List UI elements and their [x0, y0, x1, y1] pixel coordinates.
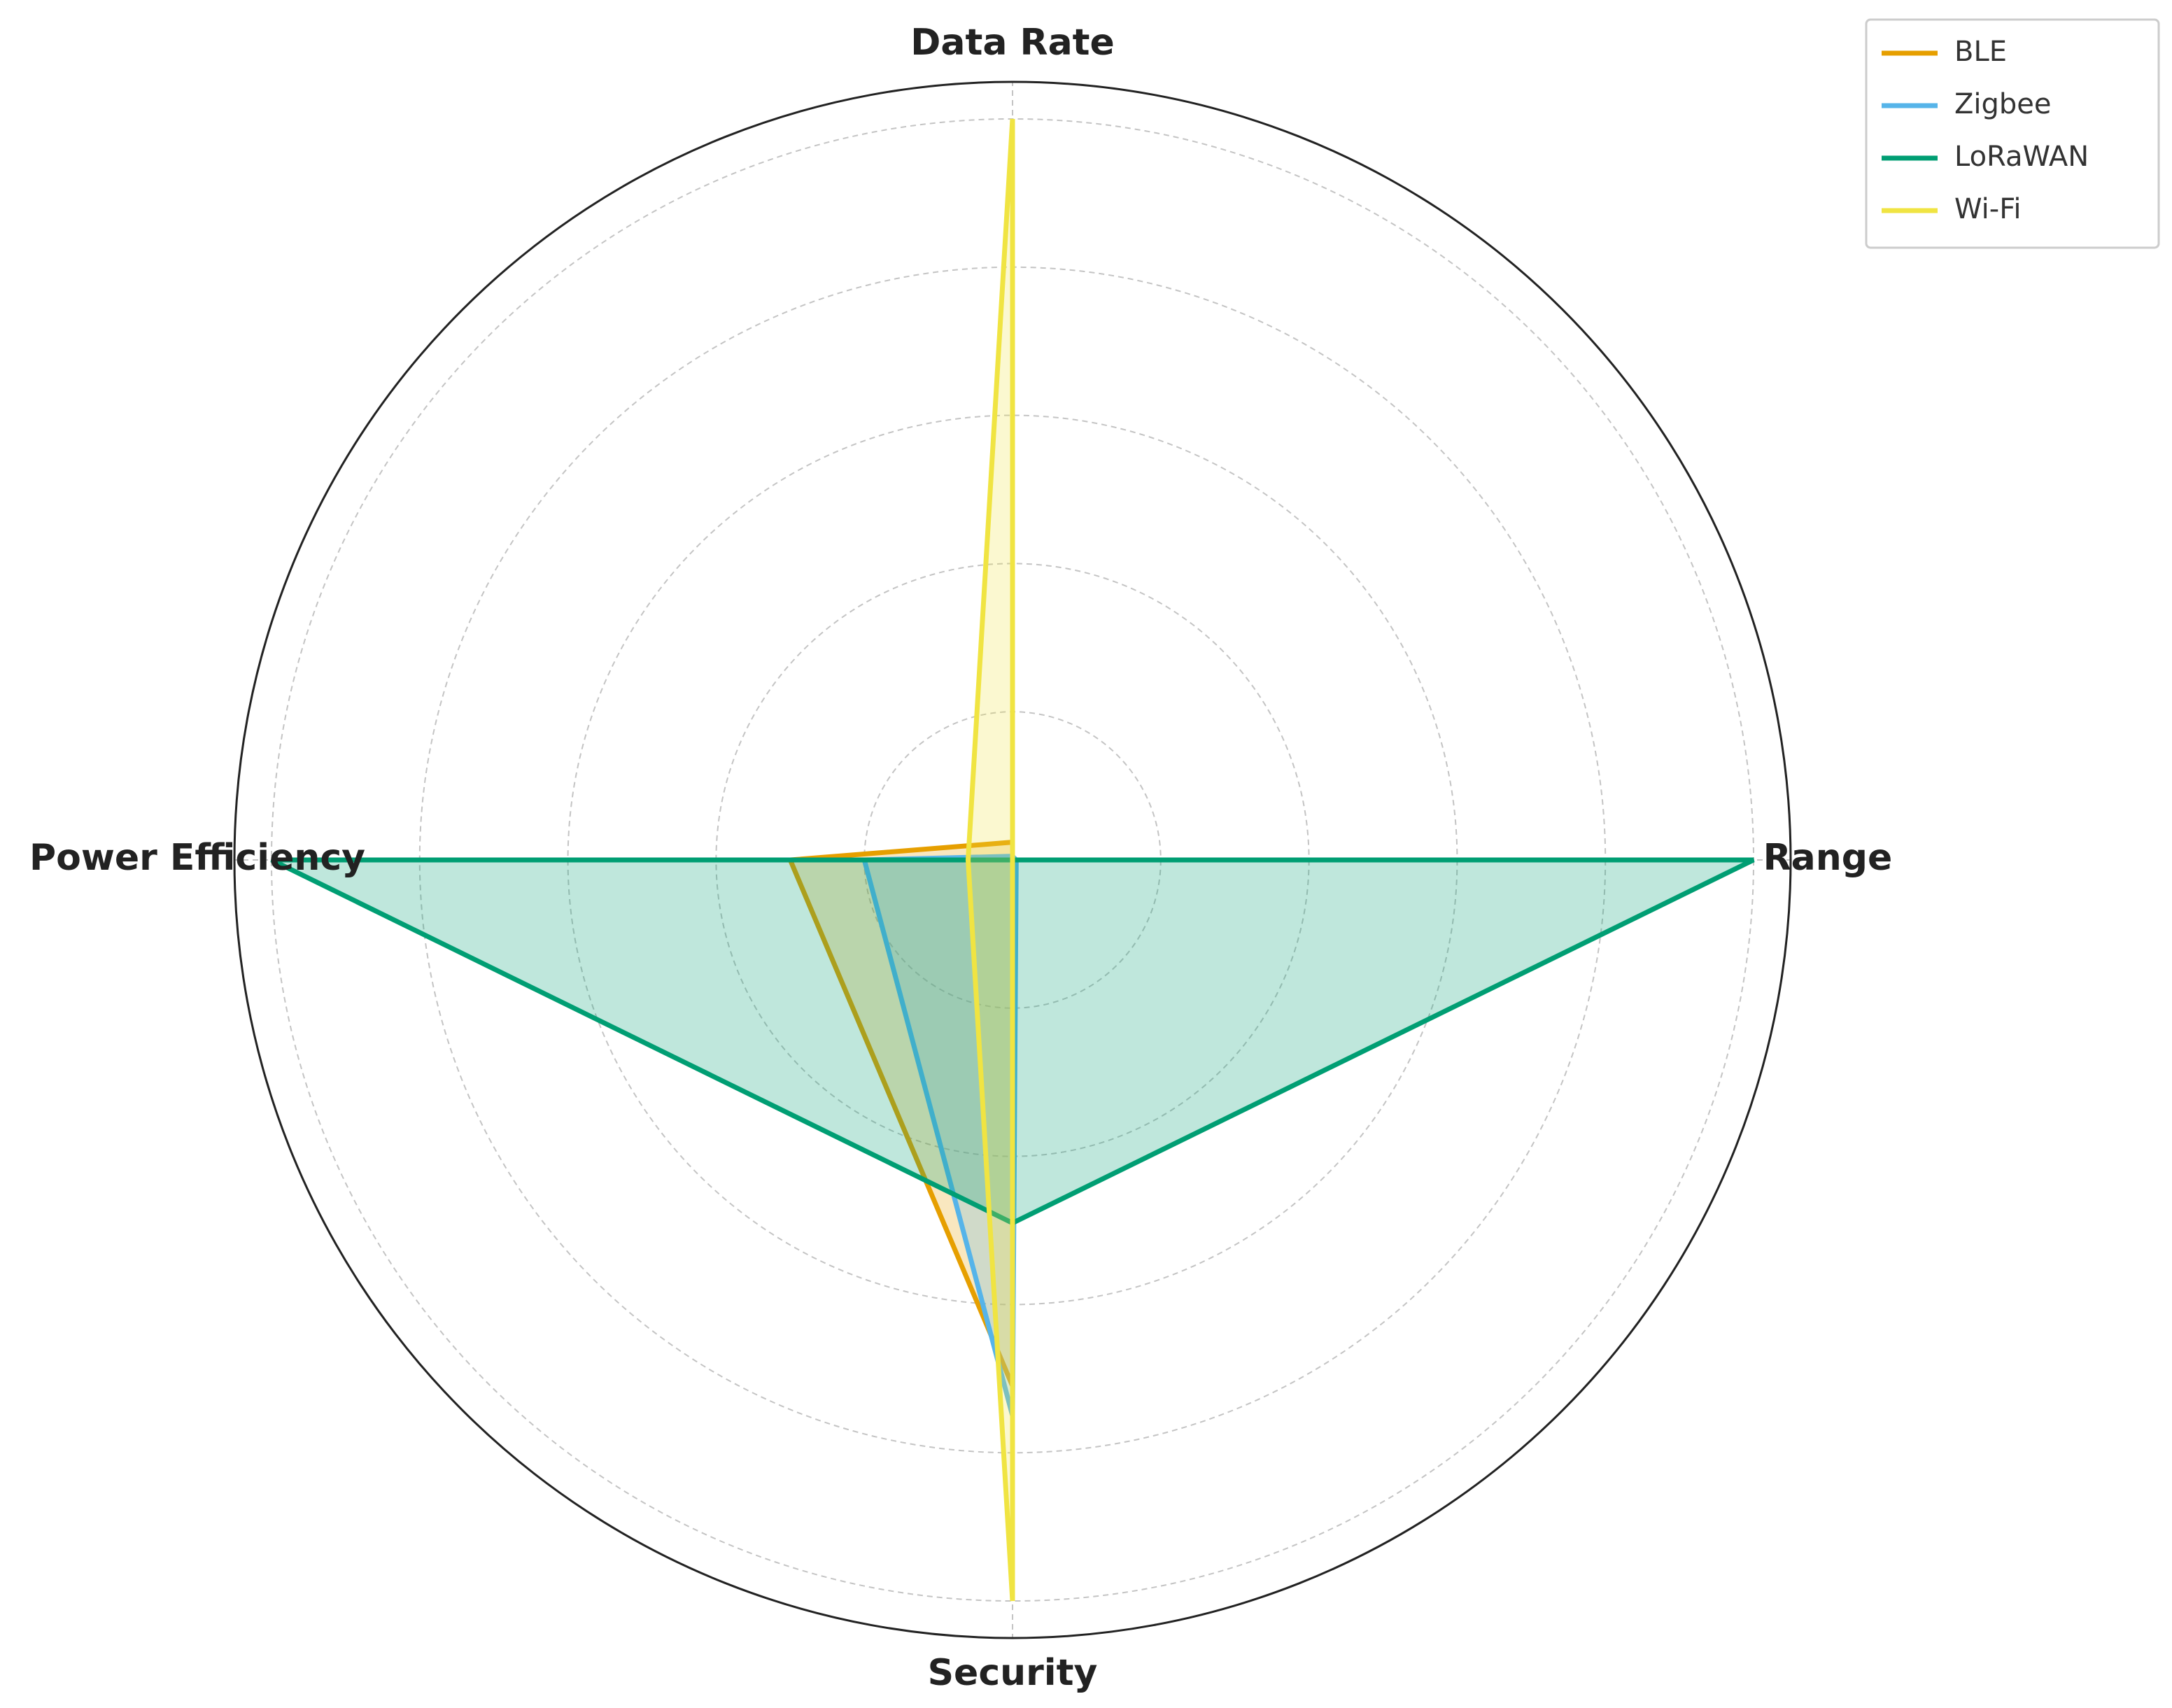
axis-label: Range: [1763, 837, 1893, 879]
legend-label: LoRaWAN: [1954, 141, 2089, 173]
outer-ring: [233, 80, 1792, 1639]
legend-label: BLE: [1954, 36, 2007, 68]
legend-label: Zigbee: [1954, 88, 2052, 120]
legend-label: Wi-Fi: [1954, 193, 2021, 225]
series-line: [965, 118, 1015, 1602]
series-area: [968, 119, 1013, 1601]
axis-label: Power Efficiency: [29, 837, 365, 879]
axis-label: Security: [928, 1652, 1098, 1694]
axis-label: Data Rate: [910, 22, 1115, 64]
legend-box: [1865, 18, 2160, 249]
